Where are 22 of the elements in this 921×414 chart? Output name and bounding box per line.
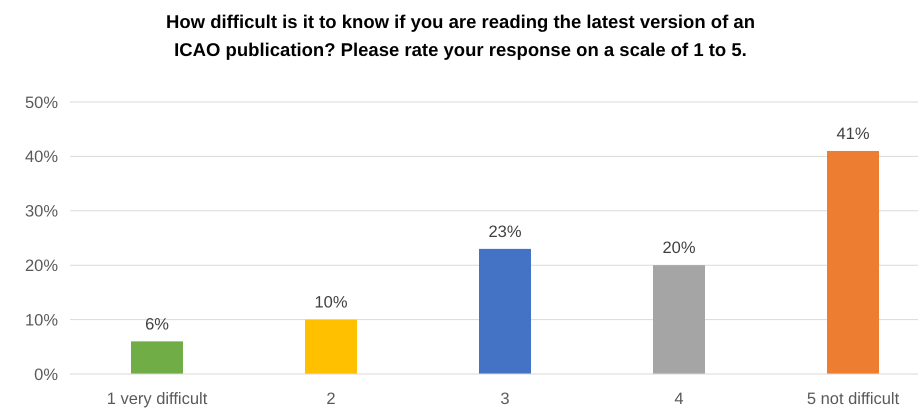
data-label: 6% bbox=[145, 315, 170, 334]
data-label: 10% bbox=[314, 294, 348, 312]
data-label: 23% bbox=[488, 222, 522, 241]
bar bbox=[305, 320, 357, 374]
y-tick-label: 30% bbox=[24, 202, 58, 221]
x-tick-label: 5 not difficult bbox=[806, 390, 900, 408]
data-label: 41% bbox=[836, 124, 870, 143]
y-tick-label: 10% bbox=[24, 311, 58, 330]
x-tick-label: 1 very difficult bbox=[106, 390, 208, 408]
y-tick-label: 0% bbox=[34, 366, 58, 384]
bar bbox=[653, 265, 705, 374]
y-tick-label: 20% bbox=[24, 256, 58, 275]
x-tick-label: 2 bbox=[326, 390, 336, 408]
data-label: 20% bbox=[662, 239, 696, 258]
x-tick-label: 3 bbox=[500, 390, 510, 408]
bar bbox=[827, 150, 879, 374]
bar bbox=[131, 341, 183, 374]
y-tick-label: 50% bbox=[24, 94, 58, 112]
x-tick-label: 4 bbox=[674, 390, 684, 408]
y-tick-label: 40% bbox=[24, 148, 58, 166]
bar bbox=[479, 248, 531, 374]
chart-title: How difficult is it to know if you are reading the latest version of an ICAO publication? Please rate your response on a scale of 1 to 5. bbox=[166, 11, 755, 60]
